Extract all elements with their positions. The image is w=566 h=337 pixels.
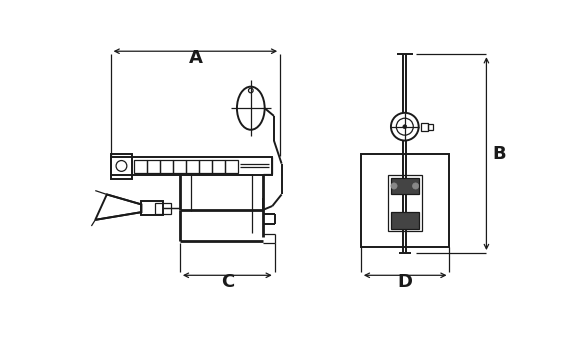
Bar [155,203,171,214]
Bar [186,160,199,173]
Bar [142,202,163,215]
Text: A: A [188,49,202,67]
Circle shape [413,183,419,189]
Text: D: D [398,273,413,291]
Bar [428,124,434,130]
Bar [421,123,428,130]
Circle shape [403,125,407,129]
Bar [147,160,160,173]
Bar [111,157,272,175]
Bar [134,160,147,173]
Bar [199,160,212,173]
Bar [361,154,449,247]
Text: C: C [221,273,234,291]
Bar [391,178,419,194]
Circle shape [391,183,397,189]
Bar [111,154,132,179]
Text: B: B [492,145,506,163]
Bar [388,175,422,232]
Bar [160,160,173,173]
Bar [225,160,238,173]
Bar [212,160,225,173]
Bar [391,212,419,229]
Bar [173,160,186,173]
